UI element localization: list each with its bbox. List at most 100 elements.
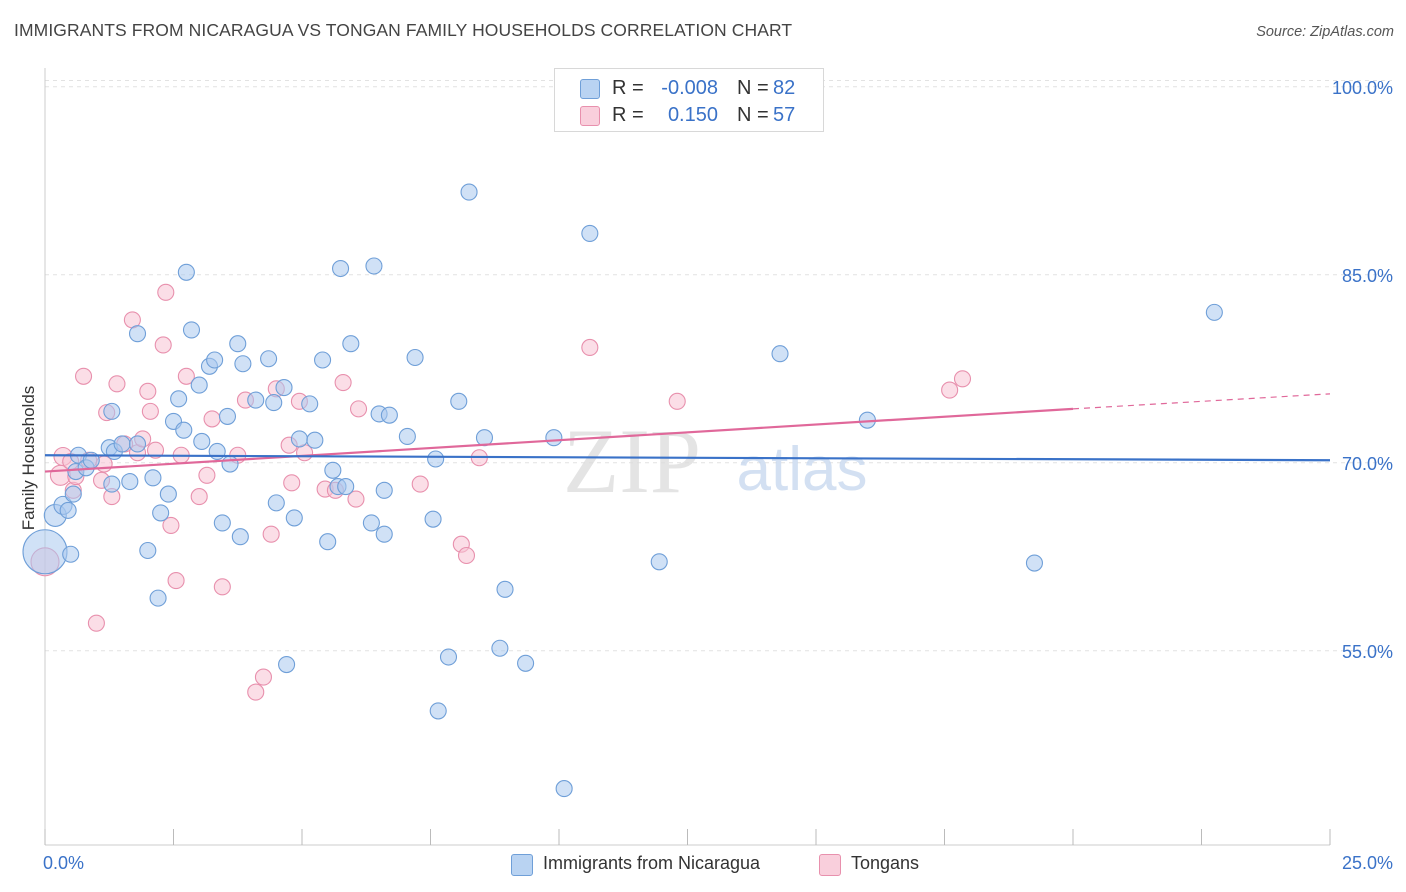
nicaragua-point xyxy=(650,553,668,571)
nicaragua-point xyxy=(337,478,355,496)
nicaragua-point xyxy=(496,580,514,598)
nicaragua-point xyxy=(439,648,458,666)
nicaragua-point xyxy=(103,475,121,493)
tongans-trend-extension xyxy=(1072,393,1331,410)
x-tick-label: 25.0% xyxy=(1342,853,1393,873)
nicaragua-point xyxy=(265,394,283,412)
legend-n-value: 82 xyxy=(773,77,796,99)
legend-label: Immigrants from Nicaragua xyxy=(543,853,761,873)
watermark-zip: ZIP xyxy=(563,410,701,512)
nicaragua-point xyxy=(170,390,188,408)
nicaragua-point xyxy=(475,429,494,447)
nicaragua-point xyxy=(517,654,535,672)
nicaragua-point xyxy=(159,485,177,503)
nicaragua-point xyxy=(229,335,247,353)
tongans-point xyxy=(334,374,352,392)
nicaragua-point xyxy=(319,533,337,551)
legend-swatch-blue xyxy=(580,79,600,99)
nicaragua-point xyxy=(190,376,208,394)
tongans-point xyxy=(190,488,208,506)
chart-title: IMMIGRANTS FROM NICARAGUA VS TONGAN FAMI… xyxy=(14,20,793,40)
tongans-point xyxy=(87,614,105,632)
nicaragua-point xyxy=(429,702,447,720)
nicaragua-point xyxy=(275,379,293,397)
legend-item-tongans: Tongans xyxy=(819,852,939,878)
nicaragua-point xyxy=(64,485,82,503)
nicaragua-point xyxy=(324,461,342,479)
nicaragua-point xyxy=(221,455,239,473)
nicaragua-point xyxy=(491,639,509,657)
nicaragua-point xyxy=(59,501,77,519)
legend-r-label: R = xyxy=(612,77,644,99)
legend-label: Tongans xyxy=(851,853,920,873)
trend-lines xyxy=(44,393,1331,473)
legend-n-label: N = xyxy=(737,77,769,99)
nicaragua-point xyxy=(193,432,211,451)
nicaragua-point xyxy=(380,406,398,424)
nicaragua-point xyxy=(406,348,424,367)
x-tick-label: 0.0% xyxy=(43,853,84,873)
tongans-point xyxy=(262,525,280,543)
nicaragua-point xyxy=(128,435,147,453)
nicaragua-point xyxy=(375,525,393,543)
tongans-point xyxy=(141,402,159,420)
tongans-point xyxy=(411,475,429,493)
tongans-point xyxy=(154,336,172,354)
nicaragua-point xyxy=(247,391,265,409)
tongans-point xyxy=(581,338,599,357)
nicaragua-point xyxy=(139,541,157,560)
nicaragua-point xyxy=(450,392,468,410)
tongans-point xyxy=(157,283,175,301)
nicaragua-point xyxy=(218,407,237,425)
watermark: ZIP atlas xyxy=(563,410,867,512)
tongans-point xyxy=(457,546,476,565)
axes xyxy=(44,68,1331,846)
nicaragua-point xyxy=(342,335,360,353)
tongans-point xyxy=(254,668,273,686)
nicaragua-point xyxy=(149,589,167,607)
tongans-point xyxy=(283,474,301,492)
nicaragua-point xyxy=(581,224,599,242)
nicaragua-point xyxy=(121,473,139,491)
legend-r-value: 0.150 xyxy=(667,104,718,126)
nicaragua-point xyxy=(427,450,445,468)
legend-swatch-blue xyxy=(511,854,533,876)
legend-n-label: N = xyxy=(737,104,769,126)
nicaragua-point xyxy=(398,427,416,445)
nicaragua-point xyxy=(314,351,332,369)
legend-row-tongans: R = 0.150 N = 57 xyxy=(555,102,823,130)
watermark-atlas: atlas xyxy=(737,435,868,504)
nicaragua-point xyxy=(771,345,789,363)
tongans-point xyxy=(162,516,180,534)
legend-swatch-pink xyxy=(819,854,841,876)
correlation-legend: R = -0.008 N = 82 R = 0.150 N = 57 xyxy=(554,68,824,132)
nicaragua-point xyxy=(555,780,573,798)
tongans-point xyxy=(75,367,93,385)
nicaragua-point xyxy=(1025,554,1043,572)
tongans-point xyxy=(347,490,365,508)
tongans-point xyxy=(146,441,165,459)
legend-swatch-pink xyxy=(580,106,600,126)
legend-r-value: -0.008 xyxy=(661,77,718,99)
tongans-point xyxy=(349,400,368,418)
y-tick-label: 100.0% xyxy=(1332,78,1393,98)
tongans-point xyxy=(668,392,686,410)
nicaragua-point xyxy=(267,494,285,512)
tongans-point xyxy=(167,572,185,590)
nicaragua-point xyxy=(128,325,147,343)
nicaragua-point xyxy=(213,514,231,532)
tongans-point xyxy=(177,367,195,385)
nicaragua-point xyxy=(1205,303,1223,321)
nicaragua-point xyxy=(231,528,249,546)
tongans-point xyxy=(139,382,157,400)
nicaragua-trend-line xyxy=(44,454,1331,462)
legend-n-value: 57 xyxy=(773,104,796,126)
legend-r-label: R = xyxy=(612,104,644,126)
nicaragua-point xyxy=(206,351,224,369)
nicaragua-point xyxy=(545,429,563,447)
nicaragua-point xyxy=(234,355,252,373)
tick-labels: 55.0% 70.0% 85.0% 100.0% 0.0% 25.0% xyxy=(43,78,1393,873)
nicaragua-point xyxy=(152,504,170,522)
tongans-point xyxy=(941,381,959,399)
